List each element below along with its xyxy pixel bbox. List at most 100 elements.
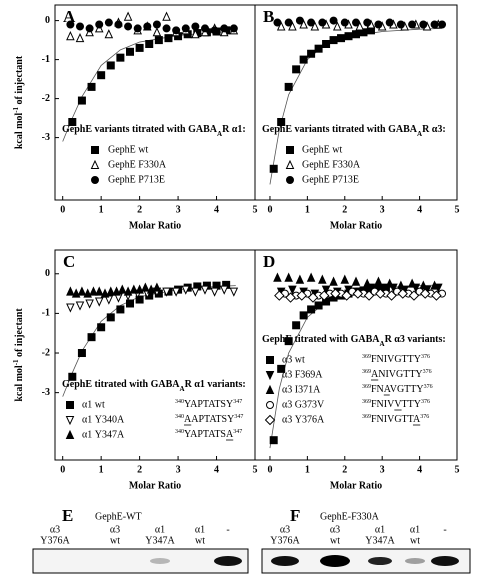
legend-label: GephE wt (302, 144, 342, 155)
y-tick-label: 0 (45, 268, 50, 279)
sequence-end: 376 (421, 354, 430, 360)
x-tick-label: 3 (176, 464, 181, 475)
data-point (375, 288, 386, 299)
x-axis-label: Molar Ratio (129, 220, 181, 231)
data-point (314, 301, 323, 310)
data-point (77, 96, 86, 105)
data-point (145, 40, 154, 48)
data-point (284, 272, 293, 282)
data-point (340, 274, 350, 284)
x-tick-label: 4 (417, 204, 422, 215)
legend-marker (91, 146, 99, 154)
data-point (386, 290, 397, 301)
data-point (133, 24, 142, 33)
sequence-label: 340AAPTATSY347 (175, 414, 243, 425)
legend-label: GephE P713E (108, 174, 165, 185)
legend-title-part: R α1: (222, 124, 246, 135)
data-point (85, 299, 94, 309)
data-point (438, 20, 447, 29)
legend-title-part: A (417, 130, 422, 138)
x-tick-label: 0 (60, 204, 65, 215)
data-point (277, 118, 286, 126)
legend-label: α1 wt (82, 399, 105, 410)
legend-label: α3 G373V (282, 399, 325, 410)
data-point (274, 290, 285, 301)
data-point (143, 22, 152, 31)
data-point (104, 29, 114, 39)
gel-band (431, 556, 459, 566)
sequence-label: 369FNIVGTTA376 (362, 414, 429, 425)
lane-label: wt (195, 535, 205, 546)
data-point (385, 18, 394, 27)
lane-label: α1 (195, 524, 205, 535)
data-point (329, 276, 338, 286)
lane-label: - (226, 524, 229, 535)
data-point (419, 20, 428, 29)
data-point (284, 82, 293, 91)
data-point (94, 286, 104, 296)
sequence: AAPTATSY (184, 414, 234, 425)
y-tick-label: -3 (42, 387, 50, 398)
sequence: YAPTATSY (184, 399, 233, 410)
legend-title: GephE titrated with GABAAR α1 variants: (62, 379, 246, 392)
sequence-start: 340 (175, 399, 184, 405)
legend-label: GephE F330A (302, 159, 361, 170)
x-tick-label: 4 (214, 464, 219, 475)
data-point (126, 299, 134, 308)
panel-letter: A (63, 7, 76, 26)
data-point (385, 278, 394, 288)
x-tick-label: 5 (253, 464, 258, 475)
lane-label: α3 (110, 524, 120, 535)
data-point (269, 164, 278, 173)
y-axis-label-part: -1 (12, 359, 20, 365)
data-point (106, 61, 115, 70)
gel-band (150, 558, 170, 564)
data-point (396, 280, 406, 290)
data-point (355, 21, 365, 31)
panel-letter: D (263, 252, 275, 271)
x-tick-label: 4 (417, 464, 422, 475)
data-point (307, 305, 316, 314)
gel-band (405, 558, 425, 564)
lane-label: α3 (330, 524, 340, 535)
data-point (164, 34, 173, 43)
legend-title-part: R α1 variants: (185, 379, 246, 390)
legend-title-part: A (380, 340, 385, 348)
legend-title: GephE variants titrated with GABAAR α3: (262, 124, 446, 137)
data-point (210, 287, 219, 297)
x-tick-label: 2 (342, 464, 347, 475)
data-point (408, 20, 417, 29)
data-point (285, 292, 296, 303)
lane-label: Y376A (40, 535, 70, 546)
data-point (66, 286, 75, 296)
legend-title-part: GephE titrated with GABA (62, 379, 180, 390)
legend-title-part: GephE variants titrated with GABA (62, 124, 218, 135)
sequence-label: 340YAPTATSA347 (175, 429, 242, 440)
gel-e (32, 548, 249, 574)
panel-letter: B (263, 7, 274, 26)
x-tick-label: 4 (214, 204, 219, 215)
sequence: FNIVGTTY (371, 354, 421, 365)
data-point (329, 36, 338, 45)
data-point (71, 288, 81, 298)
sequence-end: 376 (421, 399, 430, 405)
y-axis-label-part: of injectant (14, 308, 25, 360)
gel-band (214, 556, 242, 566)
legend-marker (266, 401, 274, 409)
legend-label: α1 Y347A (82, 429, 125, 440)
panel-letter: C (63, 252, 75, 271)
legend-label: α3 F369A (282, 369, 323, 380)
sequence-label: 369ANIVGTTY376 (362, 369, 432, 380)
data-point (152, 282, 162, 292)
data-point (112, 286, 121, 296)
data-point (104, 18, 113, 27)
legend-label: α1 Y340A (82, 414, 125, 425)
data-point (337, 34, 346, 43)
legend-title-part: A (217, 130, 222, 138)
sequence-start: 369 (362, 399, 371, 405)
sequence-start: 369 (362, 369, 371, 375)
legend-title: GephE titrated with GABAAR α3 variants: (262, 334, 446, 347)
x-tick-label: 3 (380, 464, 385, 475)
lane-label: α3 (280, 524, 290, 535)
